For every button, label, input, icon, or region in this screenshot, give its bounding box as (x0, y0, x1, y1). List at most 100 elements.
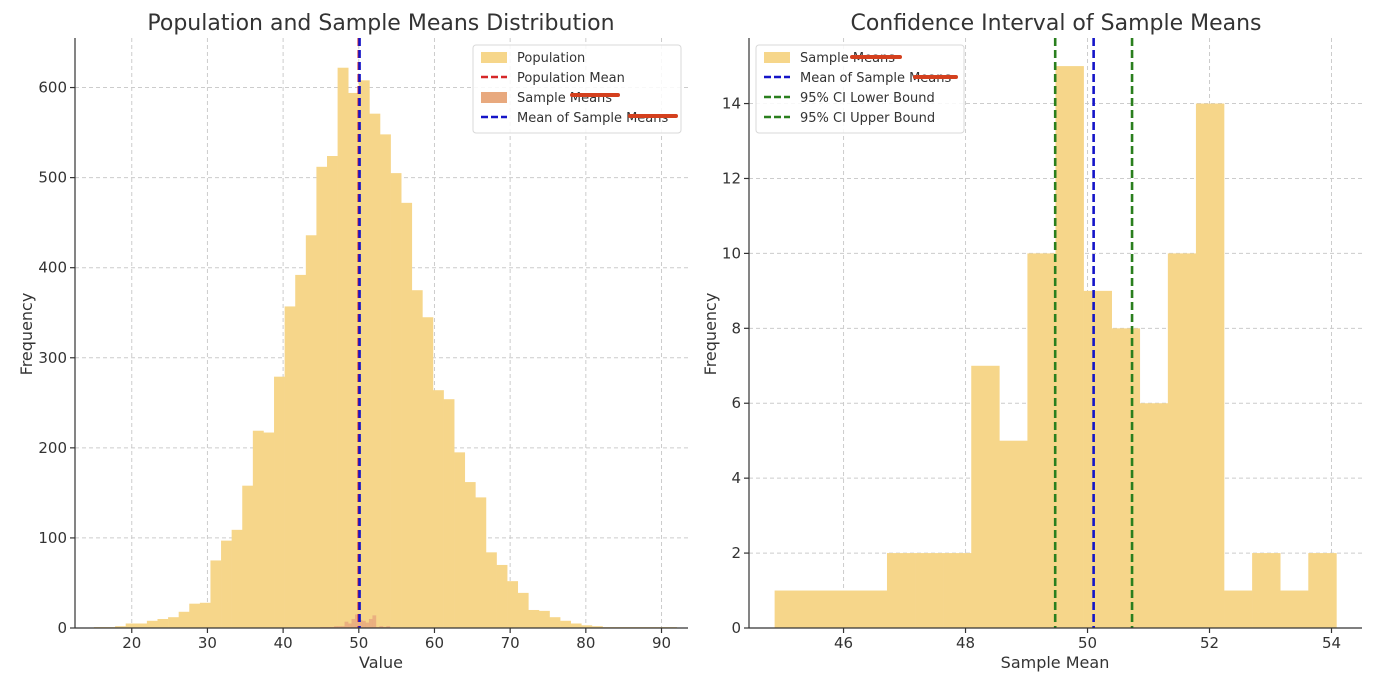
legend-entry-label: Mean of Sample Means (800, 71, 952, 86)
y-axis-label: Frequency (17, 293, 36, 376)
y-tick-label: 100 (38, 529, 67, 547)
histogram-bar (496, 564, 508, 628)
x-tick-label: 48 (956, 634, 975, 652)
histogram-bar (915, 553, 944, 628)
histogram-bar (464, 482, 476, 628)
y-tick-label: 6 (731, 394, 741, 412)
histogram-bar (570, 623, 582, 628)
x-tick-label: 50 (349, 634, 368, 652)
histogram-bar (1167, 253, 1197, 628)
histogram-bar (348, 92, 360, 629)
histogram-bar (1027, 253, 1056, 628)
histogram-bar (379, 626, 384, 628)
x-tick-label: 60 (425, 634, 444, 652)
histogram-bar (475, 497, 487, 628)
histogram-bar (538, 610, 550, 628)
histogram-bar (355, 614, 359, 628)
histogram-bar (178, 611, 190, 628)
histogram-bar (365, 622, 370, 628)
histogram-bar (341, 626, 345, 628)
histogram-bar (305, 235, 317, 628)
histogram-bar (528, 609, 540, 628)
chart-population-distribution: Population and Sample Means Distribution… (17, 11, 688, 672)
x-tick-label: 20 (122, 634, 141, 652)
histogram-bar (943, 553, 972, 628)
histogram-bar (581, 625, 593, 628)
histogram-bar (348, 623, 352, 628)
y-tick-label: 8 (731, 319, 741, 337)
histogram-bar (337, 67, 349, 628)
y-tick-label: 4 (731, 469, 741, 487)
histogram-bar (1083, 290, 1112, 628)
x-tick-label: 52 (1200, 634, 1219, 652)
histogram-bar (157, 618, 169, 628)
chart-title: Population and Sample Means Distribution (147, 11, 614, 36)
histogram-bar (231, 529, 243, 628)
histogram-bar (432, 390, 444, 628)
histogram-bar (189, 603, 201, 628)
histogram-bar (560, 620, 571, 628)
histogram-bar (379, 134, 391, 628)
histogram-bar (358, 80, 370, 628)
histogram-bar (136, 623, 148, 628)
x-axis-label: Value (359, 653, 403, 672)
chart-title: Confidence Interval of Sample Means (850, 11, 1261, 36)
histogram-bar (1195, 103, 1225, 629)
histogram-bar (146, 620, 158, 628)
legend-box (472, 44, 682, 134)
histogram-bar (369, 113, 381, 628)
histogram-bar (443, 399, 455, 628)
x-tick-label: 54 (1322, 634, 1341, 652)
y-tick-label: 10 (722, 244, 741, 262)
histogram-bar (368, 618, 373, 628)
legend-swatch (764, 52, 790, 63)
histogram-bar (1280, 590, 1309, 628)
histogram-bar (199, 602, 211, 628)
legend-entry-label: 95% CI Lower Bound (800, 91, 935, 106)
legend: Sample Means Mean of Sample Means 95% CI L… (755, 44, 965, 134)
histogram-bar (1252, 553, 1281, 628)
histogram-bar (1139, 403, 1169, 628)
histogram-bar (507, 581, 519, 628)
histogram-bar (830, 590, 860, 628)
y-tick-label: 300 (38, 349, 67, 367)
histogram-bar (252, 430, 264, 628)
legend-entry-label: Population (517, 51, 585, 66)
x-tick-label: 50 (1078, 634, 1097, 652)
legend-entry-label: Sample Means (800, 51, 895, 66)
histogram-bar (485, 552, 497, 628)
y-tick-label: 200 (38, 439, 67, 457)
histogram-bar (358, 619, 363, 628)
histogram-bar (327, 156, 338, 628)
x-tick-label: 80 (576, 634, 595, 652)
x-tick-label: 90 (652, 634, 671, 652)
histogram-bar (1111, 328, 1141, 628)
histogram-bar (858, 590, 888, 628)
histogram-bar (263, 432, 275, 628)
histogram-bar (372, 615, 377, 628)
y-axis-label: Frequency (701, 293, 720, 376)
histogram-bar (401, 202, 413, 628)
legend-swatch (481, 52, 507, 63)
histogram-bar (295, 274, 307, 628)
y-tick-label: 600 (38, 79, 67, 97)
histogram-bar (1224, 590, 1253, 628)
histogram-bar (1055, 66, 1084, 629)
chart-confidence-interval: Confidence Interval of Sample Means 46 48… (701, 11, 1362, 672)
legend-entry-label: Population Mean (517, 71, 625, 86)
histogram-bar (802, 590, 832, 628)
histogram-bar (361, 620, 366, 628)
histogram-bar (971, 365, 1000, 628)
histogram-bar (334, 626, 338, 628)
x-axis-label: Sample Mean (1001, 653, 1110, 672)
y-tick-label: 12 (722, 169, 741, 187)
histogram-bar (344, 621, 349, 628)
histogram-bar (517, 592, 529, 628)
histogram-bar (454, 452, 466, 628)
y-tick-label: 2 (731, 544, 741, 562)
x-tick-label: 46 (834, 634, 853, 652)
histogram-bar (351, 618, 356, 628)
legend-box (755, 44, 965, 134)
